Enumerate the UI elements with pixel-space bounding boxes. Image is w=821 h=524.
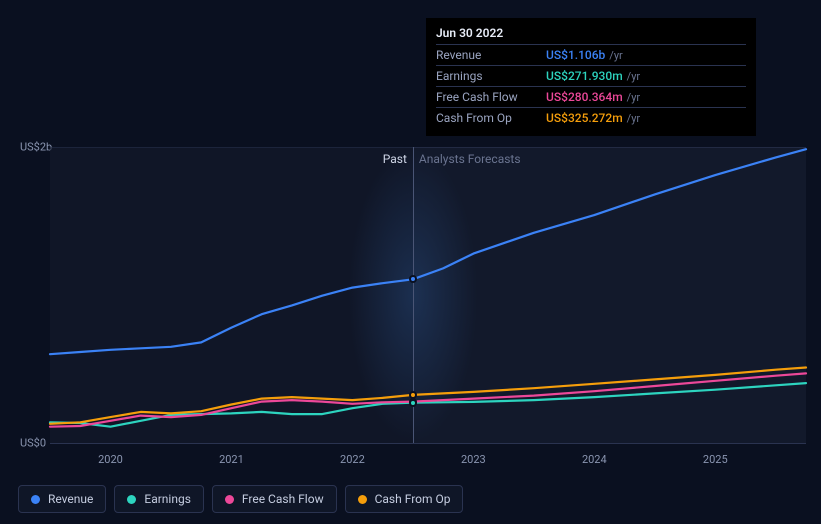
marker-revenue	[409, 275, 417, 283]
legend-swatch	[358, 495, 367, 504]
legend: Revenue Earnings Free Cash Flow Cash From O…	[18, 485, 463, 513]
tooltip-row: Cash From OpUS$325.272m/yr	[436, 107, 746, 128]
tooltip-row-label: Revenue	[436, 48, 546, 62]
legend-label: Earnings	[144, 492, 191, 506]
tooltip-row-value: US$325.272m	[546, 111, 623, 125]
x-axis-label: 2023	[461, 453, 486, 466]
tooltip-row-unit: /yr	[627, 70, 640, 83]
legend-label: Cash From Op	[375, 492, 451, 506]
x-axis-label: 2021	[219, 453, 244, 466]
tooltip-row: RevenueUS$1.106b/yr	[436, 44, 746, 65]
tooltip-row: EarningsUS$271.930m/yr	[436, 65, 746, 86]
tooltip-row-value: US$271.930m	[546, 69, 623, 83]
series-line-earnings	[50, 383, 806, 427]
series-line-revenue	[50, 149, 806, 354]
legend-item-free_cash_flow[interactable]: Free Cash Flow	[212, 485, 337, 513]
legend-swatch	[225, 495, 234, 504]
tooltip-row-label: Free Cash Flow	[436, 90, 546, 104]
y-axis-label: US$0	[20, 437, 46, 450]
legend-swatch	[127, 495, 136, 504]
tooltip-row-value: US$1.106b	[546, 48, 605, 62]
x-axis-label: 2020	[98, 453, 123, 466]
financials-chart: US$0US$2b Past Analysts Forecasts 202020…	[18, 0, 803, 445]
y-axis-label: US$2b	[20, 141, 52, 154]
series-line-free_cash_flow	[50, 373, 806, 426]
legend-swatch	[31, 495, 40, 504]
legend-item-cash_from_op[interactable]: Cash From Op	[345, 485, 464, 513]
tooltip-row: Free Cash FlowUS$280.364m/yr	[436, 86, 746, 107]
x-axis-label: 2025	[703, 453, 728, 466]
tooltip-row-label: Cash From Op	[436, 111, 546, 125]
marker-earnings	[409, 399, 417, 407]
tooltip-row-value: US$280.364m	[546, 90, 623, 104]
x-axis-label: 2024	[582, 453, 607, 466]
legend-item-earnings[interactable]: Earnings	[114, 485, 204, 513]
legend-label: Free Cash Flow	[242, 492, 324, 506]
chart-lines	[50, 147, 806, 443]
tooltip-row-unit: /yr	[627, 91, 640, 104]
tooltip-row-unit: /yr	[609, 49, 622, 62]
tooltip-row-unit: /yr	[627, 112, 640, 125]
tooltip-date: Jun 30 2022	[436, 26, 746, 40]
tooltip-row-label: Earnings	[436, 69, 546, 83]
gridline	[50, 443, 806, 444]
tooltip: Jun 30 2022 RevenueUS$1.106b/yrEarningsU…	[426, 18, 756, 136]
legend-label: Revenue	[48, 492, 93, 506]
x-axis-label: 2022	[340, 453, 365, 466]
legend-item-revenue[interactable]: Revenue	[18, 485, 106, 513]
